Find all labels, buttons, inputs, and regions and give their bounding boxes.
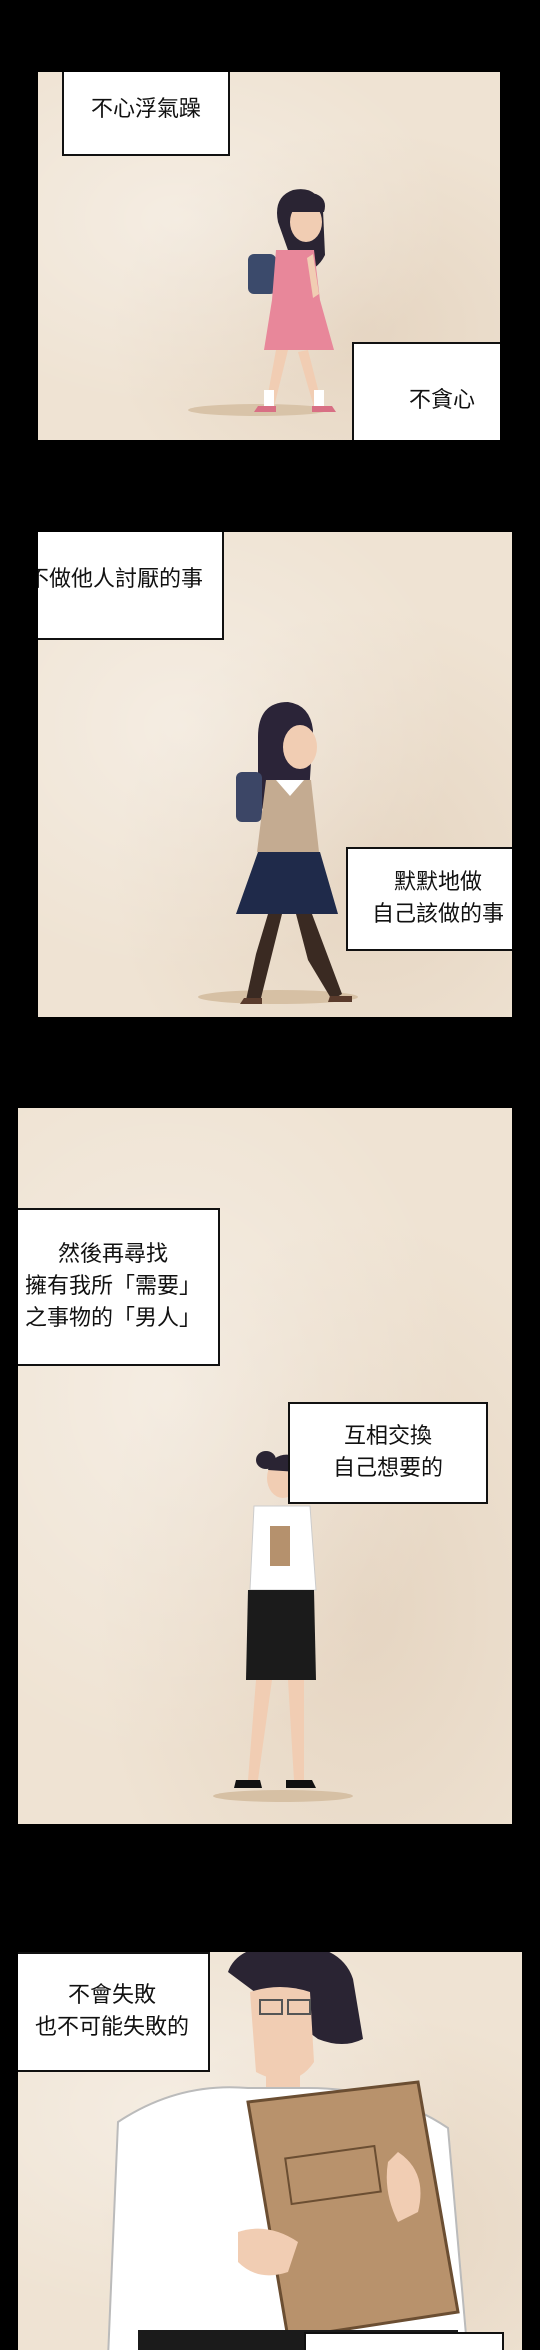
woman-holding-folder-closeup-illustration <box>107 1952 469 2350</box>
caption-line: 不心浮氣躁 <box>90 97 201 123</box>
caption-line: 也不可能失敗的 <box>34 2015 189 2040</box>
caption-line: 不會失敗 <box>67 1983 156 2009</box>
comic-panel-3: 然後再尋找 擁有我所「需要」 之事物的「男人」 互相交換 自己想要的 <box>18 1108 512 1824</box>
caption-line: 擁有我所「需要」 <box>24 1274 201 1300</box>
caption-top: 不做他人討厭的事 <box>38 532 224 640</box>
caption-top: 不會失敗 也不可能失敗的 <box>18 1952 210 2072</box>
caption-bottom: 不貪心 <box>352 342 500 440</box>
caption-line: 然後再尋找 <box>57 1242 168 1268</box>
caption-bottom: 互相交換 自己想要的 <box>288 1402 488 1504</box>
caption-line: 互相交換 <box>343 1424 432 1450</box>
office-woman-illustration <box>213 1451 353 1802</box>
caption-bottom: 默默地做 自己該做的事 <box>346 847 512 951</box>
caption-line: 自己想要的 <box>332 1456 443 1481</box>
caption-line: 不做他人討厭的事 <box>38 567 203 593</box>
caption-top: 然後再尋找 擁有我所「需要」 之事物的「男人」 <box>18 1208 220 1366</box>
schoolgirl-uniform-illustration <box>198 702 358 1004</box>
caption-top: 不心浮氣躁 <box>62 72 230 156</box>
comic-panel-1: 不心浮氣躁 不貪心 <box>38 72 500 440</box>
comic-panel-2: 不做他人討厭的事 默默地做 自己該做的事 <box>38 532 512 1017</box>
schoolgirl-walking-illustration <box>188 189 336 416</box>
caption-line: 自己該做的事 <box>371 902 504 927</box>
comic-panel-4: 不會失敗 也不可能失敗的 <box>18 1952 522 2350</box>
caption-line: 之事物的「男人」 <box>24 1305 201 1331</box>
caption-partial <box>304 2332 504 2350</box>
caption-line: 不貪心 <box>408 388 475 414</box>
caption-line: 默默地做 <box>393 870 482 896</box>
